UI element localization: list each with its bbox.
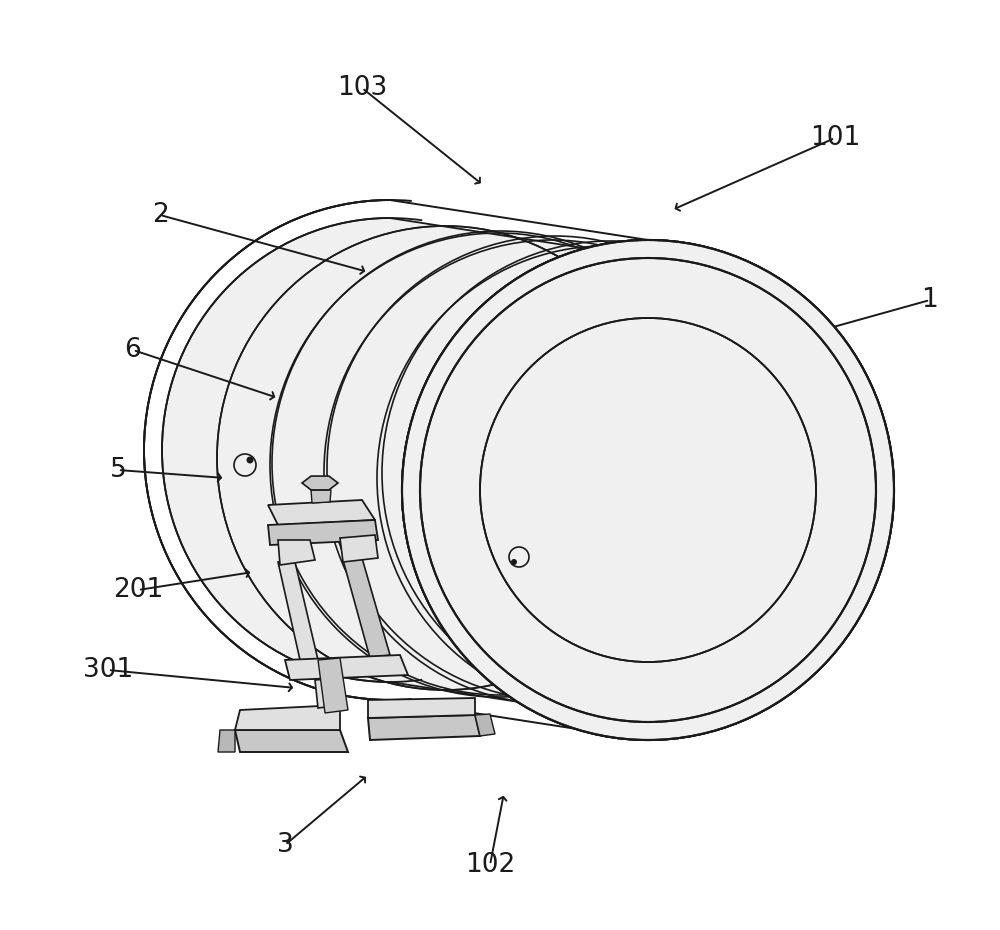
Ellipse shape (480, 318, 816, 662)
Polygon shape (318, 658, 348, 713)
Text: 2: 2 (152, 202, 168, 228)
Polygon shape (340, 535, 378, 562)
Polygon shape (475, 714, 495, 736)
Polygon shape (285, 655, 408, 680)
Text: 102: 102 (465, 852, 515, 878)
Text: 3: 3 (277, 832, 293, 858)
Text: 1: 1 (922, 287, 938, 313)
Text: 301: 301 (83, 657, 133, 683)
Ellipse shape (420, 258, 876, 722)
Circle shape (509, 547, 529, 567)
Polygon shape (311, 490, 331, 503)
Polygon shape (218, 730, 235, 752)
Polygon shape (235, 730, 348, 752)
Polygon shape (368, 698, 475, 718)
Polygon shape (368, 715, 480, 740)
Polygon shape (315, 678, 342, 708)
Ellipse shape (402, 240, 894, 740)
Text: 6: 6 (125, 337, 141, 363)
Text: 201: 201 (113, 577, 163, 603)
Polygon shape (343, 558, 390, 658)
Circle shape (234, 454, 256, 476)
Ellipse shape (480, 318, 816, 662)
Polygon shape (268, 520, 378, 545)
Polygon shape (235, 705, 340, 730)
Polygon shape (162, 218, 876, 722)
Text: 101: 101 (810, 125, 860, 151)
Polygon shape (278, 562, 318, 660)
Polygon shape (268, 500, 375, 525)
Text: 103: 103 (337, 75, 387, 101)
Text: 5: 5 (110, 457, 126, 483)
Polygon shape (278, 540, 315, 565)
Ellipse shape (402, 240, 894, 740)
Ellipse shape (420, 258, 876, 722)
Circle shape (246, 457, 254, 463)
Circle shape (511, 559, 517, 565)
Polygon shape (302, 476, 338, 490)
